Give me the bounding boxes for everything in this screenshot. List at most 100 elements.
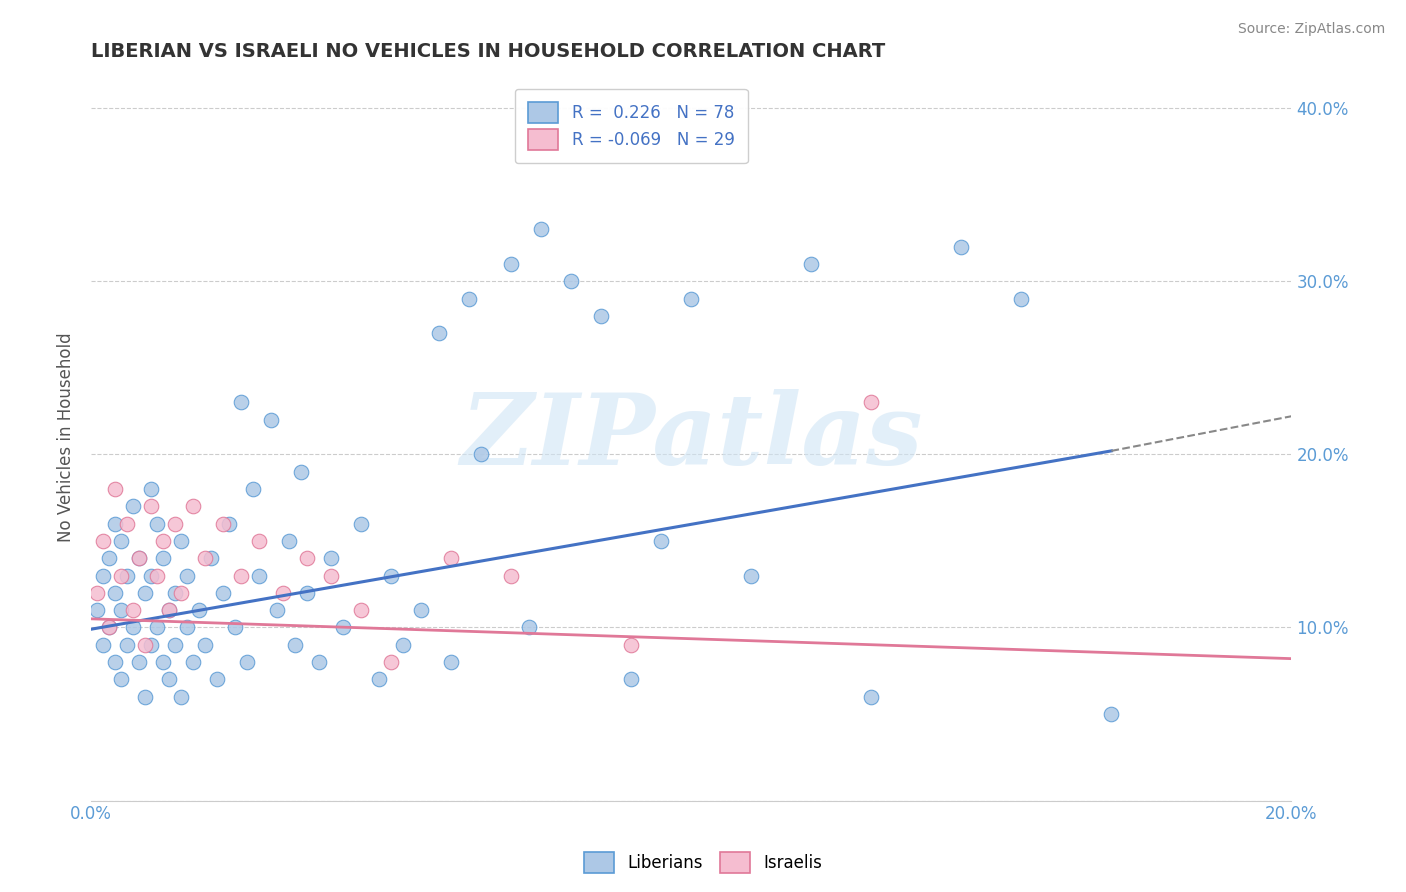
Point bbox=[392, 638, 415, 652]
Point bbox=[188, 603, 211, 617]
Point bbox=[104, 655, 127, 669]
Point bbox=[146, 620, 169, 634]
Point bbox=[440, 551, 463, 566]
Point bbox=[194, 638, 217, 652]
Point bbox=[284, 638, 307, 652]
Text: Source: ZipAtlas.com: Source: ZipAtlas.com bbox=[1237, 22, 1385, 37]
Text: LIBERIAN VS ISRAELI NO VEHICLES IN HOUSEHOLD CORRELATION CHART: LIBERIAN VS ISRAELI NO VEHICLES IN HOUSE… bbox=[91, 42, 886, 61]
Point bbox=[591, 309, 613, 323]
Point bbox=[170, 690, 193, 704]
Point bbox=[231, 568, 253, 582]
Point bbox=[152, 533, 174, 548]
Point bbox=[681, 292, 703, 306]
Point bbox=[170, 533, 193, 548]
Point bbox=[122, 603, 145, 617]
Point bbox=[91, 533, 114, 548]
Point bbox=[380, 655, 402, 669]
Point bbox=[218, 516, 240, 531]
Point bbox=[266, 603, 288, 617]
Point bbox=[181, 500, 204, 514]
Point bbox=[260, 413, 283, 427]
Point bbox=[242, 482, 264, 496]
Point bbox=[98, 620, 121, 634]
Point bbox=[1010, 292, 1032, 306]
Point bbox=[157, 603, 180, 617]
Point bbox=[200, 551, 222, 566]
Point bbox=[146, 516, 169, 531]
Point bbox=[620, 673, 643, 687]
Point bbox=[501, 568, 523, 582]
Point bbox=[165, 586, 187, 600]
Point bbox=[440, 655, 463, 669]
Point bbox=[247, 533, 270, 548]
Point bbox=[110, 673, 132, 687]
Point bbox=[91, 638, 114, 652]
Point bbox=[128, 655, 150, 669]
Point bbox=[152, 551, 174, 566]
Text: ZIPatlas: ZIPatlas bbox=[460, 389, 922, 485]
Point bbox=[530, 222, 553, 236]
Point bbox=[86, 603, 108, 617]
Point bbox=[134, 690, 156, 704]
Point bbox=[295, 586, 318, 600]
Legend: R =  0.226   N = 78, R = -0.069   N = 29: R = 0.226 N = 78, R = -0.069 N = 29 bbox=[515, 89, 748, 163]
Point bbox=[110, 568, 132, 582]
Point bbox=[740, 568, 762, 582]
Point bbox=[231, 395, 253, 409]
Point bbox=[950, 239, 973, 253]
Point bbox=[128, 551, 150, 566]
Point bbox=[380, 568, 402, 582]
Point bbox=[224, 620, 246, 634]
Point bbox=[181, 655, 204, 669]
Point bbox=[860, 395, 883, 409]
Point bbox=[115, 568, 138, 582]
Point bbox=[176, 568, 198, 582]
Point bbox=[91, 568, 114, 582]
Point bbox=[146, 568, 169, 582]
Point bbox=[141, 638, 163, 652]
Point bbox=[332, 620, 354, 634]
Point bbox=[157, 603, 180, 617]
Point bbox=[860, 690, 883, 704]
Point bbox=[110, 533, 132, 548]
Point bbox=[321, 568, 343, 582]
Point bbox=[271, 586, 294, 600]
Point bbox=[141, 568, 163, 582]
Point bbox=[1099, 707, 1122, 722]
Point bbox=[86, 586, 108, 600]
Point bbox=[104, 586, 127, 600]
Point bbox=[350, 516, 373, 531]
Point bbox=[98, 620, 121, 634]
Point bbox=[141, 482, 163, 496]
Point bbox=[247, 568, 270, 582]
Point bbox=[205, 673, 228, 687]
Point bbox=[170, 586, 193, 600]
Point bbox=[290, 465, 312, 479]
Point bbox=[110, 603, 132, 617]
Point bbox=[176, 620, 198, 634]
Point bbox=[800, 257, 823, 271]
Point bbox=[350, 603, 373, 617]
Point bbox=[212, 516, 235, 531]
Point bbox=[134, 638, 156, 652]
Point bbox=[212, 586, 235, 600]
Point bbox=[295, 551, 318, 566]
Point bbox=[278, 533, 301, 548]
Point bbox=[115, 638, 138, 652]
Point bbox=[470, 447, 492, 461]
Point bbox=[308, 655, 330, 669]
Point bbox=[458, 292, 481, 306]
Point bbox=[411, 603, 433, 617]
Point bbox=[128, 551, 150, 566]
Point bbox=[104, 516, 127, 531]
Point bbox=[321, 551, 343, 566]
Point bbox=[427, 326, 450, 340]
Point bbox=[517, 620, 540, 634]
Point bbox=[122, 620, 145, 634]
Point bbox=[98, 551, 121, 566]
Point bbox=[134, 586, 156, 600]
Point bbox=[650, 533, 672, 548]
Point bbox=[620, 638, 643, 652]
Point bbox=[104, 482, 127, 496]
Point bbox=[560, 274, 582, 288]
